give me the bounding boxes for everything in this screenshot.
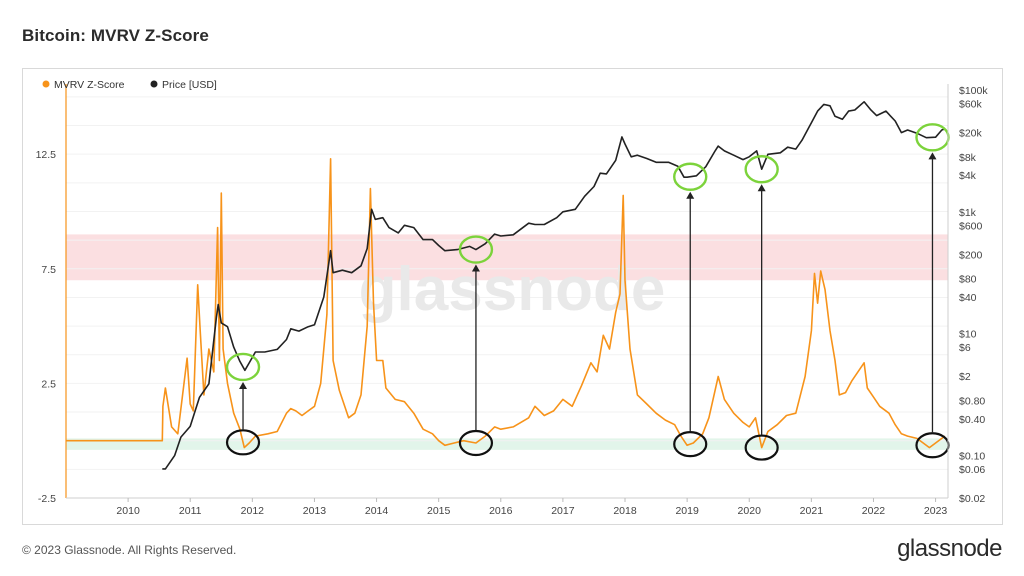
x-tick-label: 2017: [551, 505, 575, 517]
y-right-tick-label: $0.02: [959, 493, 985, 505]
y-right-tick-label: $1k: [959, 207, 977, 219]
x-tick-label: 2018: [613, 505, 637, 517]
mvrv-z-score-line: [66, 158, 946, 449]
x-tick-label: 2014: [365, 505, 389, 517]
price-usd--line: [162, 101, 946, 470]
zscore-low-circle: [225, 429, 261, 456]
legend-swatch: [42, 80, 50, 88]
x-tick-label: 2019: [675, 505, 699, 517]
zscore-low-circle: [744, 434, 779, 461]
y-left-tick-label: 12.5: [36, 149, 57, 161]
zscore-low-circle: [673, 431, 708, 458]
x-tick-label: 2013: [303, 505, 327, 517]
overvalued-band: [66, 234, 948, 281]
brand-logo: glassnode: [897, 535, 1002, 562]
arrow-head: [686, 191, 695, 199]
y-right-tick-label: $60k: [959, 99, 983, 111]
page-title: Bitcoin: MVRV Z-Score: [22, 26, 209, 45]
y-right-tick-label: $2: [959, 371, 971, 383]
legend-item-label[interactable]: Price [USD]: [162, 79, 217, 91]
y-right-tick-label: $6: [959, 342, 971, 354]
axes-layer: 12.5 7.5 2.5 -2.5 $100k $60k $20k $8k $4k $1k$600…: [36, 84, 988, 517]
y-right-tick-label: $200: [959, 249, 983, 261]
x-tick-label: 2022: [862, 505, 886, 517]
y-right-tick-label: $80: [959, 274, 977, 286]
y-right-tick-label: $10: [959, 329, 977, 341]
y-right-tick-label: $8k: [959, 152, 977, 164]
x-tick-label: 2021: [800, 505, 824, 517]
y-left-tick-label: 2.5: [41, 378, 56, 390]
y-right-tick-label: $600: [959, 220, 983, 232]
x-tick-label: 2023: [924, 505, 948, 517]
legend[interactable]: MVRV Z-Score Price [USD]: [42, 79, 217, 91]
y-right-tick-label: $0.40: [959, 414, 985, 426]
y-right-tick-label: $0.80: [959, 395, 985, 407]
x-tick-label: 2011: [179, 505, 202, 517]
x-tick-label: 2012: [241, 505, 265, 517]
x-tick-label: 2016: [489, 505, 513, 517]
x-tick-label: 2015: [427, 505, 451, 517]
price-low-circle: [673, 162, 708, 191]
arrow-head: [471, 264, 480, 272]
legend-item-label[interactable]: MVRV Z-Score: [54, 79, 125, 91]
series-layer: [66, 101, 946, 470]
arrow-head: [928, 152, 937, 160]
zscore-low-circle: [458, 429, 494, 457]
y-right-tick-label: $0.10: [959, 450, 985, 462]
undervalued-band: [66, 438, 948, 450]
x-tick-label: 2020: [738, 505, 762, 517]
y-right-tick-label: $20k: [959, 128, 983, 140]
y-right-tick-label: $0.06: [959, 464, 985, 476]
bands-layer: [66, 234, 948, 450]
y-left-tick-label: 7.5: [41, 264, 56, 276]
price-low-circle: [744, 155, 779, 184]
x-tick-label: 2010: [116, 505, 140, 517]
arrow-head: [757, 184, 766, 192]
legend-swatch: [150, 80, 158, 88]
price-low-circle: [458, 235, 494, 264]
y-right-tick-label: $100k: [959, 85, 988, 97]
copyright-footer: © 2023 Glassnode. All Rights Reserved.: [22, 543, 237, 557]
y-right-tick-label: $4k: [959, 170, 977, 182]
watermark: glassnode: [359, 255, 666, 324]
arrow-head: [239, 381, 248, 389]
y-left-tick-label: -2.5: [38, 493, 56, 505]
y-right-tick-label: $40: [959, 292, 977, 304]
price-low-circle: [225, 352, 261, 382]
